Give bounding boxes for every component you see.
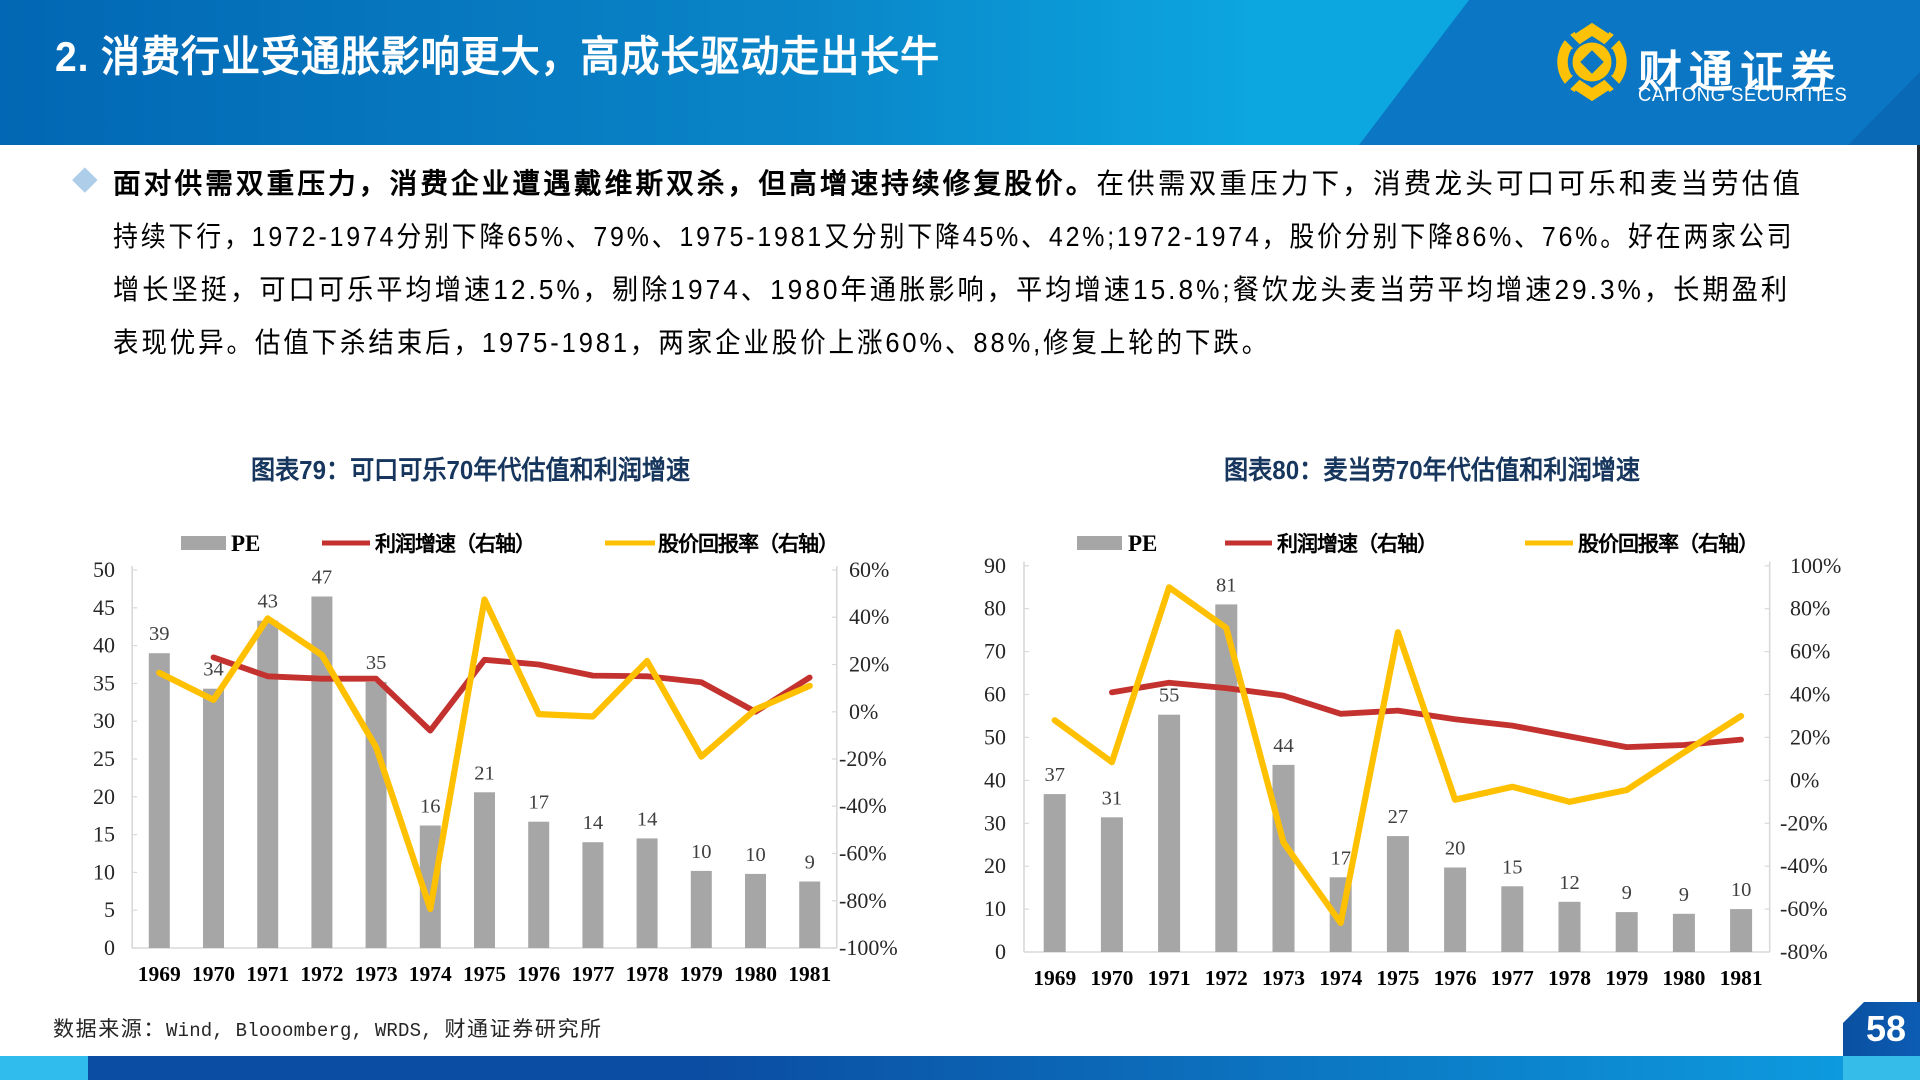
svg-text:1969: 1969	[1033, 966, 1076, 990]
svg-text:1975: 1975	[463, 962, 506, 986]
svg-text:1969: 1969	[138, 962, 181, 986]
svg-text:43: 43	[257, 591, 278, 613]
svg-text:1970: 1970	[192, 962, 235, 986]
svg-text:1974: 1974	[409, 962, 452, 986]
svg-text:14: 14	[583, 812, 604, 834]
svg-text:利润增速（右轴）: 利润增速（右轴）	[375, 532, 535, 556]
svg-text:1980: 1980	[1662, 966, 1705, 990]
svg-text:1979: 1979	[680, 962, 723, 986]
svg-text:1972: 1972	[1205, 966, 1248, 990]
svg-text:-20%: -20%	[839, 746, 887, 771]
svg-text:14: 14	[637, 808, 658, 830]
svg-text:35: 35	[93, 670, 115, 695]
svg-text:39: 39	[149, 623, 170, 645]
svg-text:17: 17	[528, 792, 549, 814]
svg-text:1971: 1971	[246, 962, 289, 986]
svg-text:1971: 1971	[1148, 966, 1191, 990]
svg-text:1975: 1975	[1376, 966, 1419, 990]
svg-text:-80%: -80%	[839, 888, 887, 913]
svg-text:1977: 1977	[571, 962, 614, 986]
svg-text:34: 34	[203, 659, 224, 681]
svg-text:1981: 1981	[788, 962, 831, 986]
svg-text:0: 0	[104, 935, 115, 960]
svg-text:35: 35	[366, 652, 387, 674]
svg-text:利润增速（右轴）: 利润增速（右轴）	[1277, 532, 1437, 556]
svg-text:1977: 1977	[1491, 966, 1534, 990]
svg-text:-60%: -60%	[839, 841, 887, 866]
svg-text:9: 9	[805, 852, 815, 874]
svg-text:9: 9	[1622, 882, 1632, 904]
svg-text:1978: 1978	[626, 962, 669, 986]
svg-text:1972: 1972	[300, 962, 343, 986]
svg-text:9: 9	[1679, 884, 1689, 906]
svg-text:47: 47	[312, 567, 333, 589]
svg-text:80: 80	[984, 596, 1006, 621]
svg-text:1970: 1970	[1090, 966, 1133, 990]
svg-text:-40%: -40%	[1780, 853, 1828, 878]
svg-text:20: 20	[93, 784, 115, 809]
svg-text:60: 60	[984, 682, 1006, 707]
svg-text:40%: 40%	[849, 604, 889, 629]
svg-text:60%: 60%	[849, 557, 889, 582]
svg-text:45: 45	[93, 595, 115, 620]
svg-text:1974: 1974	[1319, 966, 1362, 990]
svg-text:0%: 0%	[1790, 767, 1819, 792]
svg-text:-80%: -80%	[1780, 939, 1828, 964]
svg-text:37: 37	[1044, 764, 1065, 786]
svg-text:PE: PE	[231, 531, 260, 556]
svg-text:-20%: -20%	[1780, 810, 1828, 835]
svg-text:5: 5	[104, 897, 115, 922]
svg-text:81: 81	[1216, 574, 1237, 596]
svg-text:1978: 1978	[1548, 966, 1591, 990]
svg-text:PE: PE	[1128, 531, 1157, 556]
svg-text:16: 16	[420, 796, 441, 818]
svg-text:10: 10	[745, 844, 766, 866]
svg-text:40: 40	[984, 767, 1006, 792]
svg-text:90: 90	[984, 553, 1006, 578]
svg-text:1979: 1979	[1605, 966, 1648, 990]
svg-text:40%: 40%	[1790, 682, 1830, 707]
svg-text:12: 12	[1559, 872, 1580, 894]
svg-text:60%: 60%	[1790, 639, 1830, 664]
svg-text:27: 27	[1388, 806, 1409, 828]
svg-text:1976: 1976	[1434, 966, 1477, 990]
svg-text:100%: 100%	[1790, 553, 1841, 578]
svg-text:10: 10	[1731, 879, 1752, 901]
svg-text:15: 15	[93, 822, 115, 847]
svg-text:50: 50	[93, 557, 115, 582]
svg-text:40: 40	[93, 633, 115, 658]
svg-text:70: 70	[984, 639, 1006, 664]
svg-text:1981: 1981	[1720, 966, 1763, 990]
svg-text:25: 25	[93, 746, 115, 771]
svg-text:0%: 0%	[849, 699, 878, 724]
svg-text:44: 44	[1273, 735, 1294, 757]
svg-text:21: 21	[474, 762, 495, 784]
svg-text:50: 50	[984, 724, 1006, 749]
svg-text:1976: 1976	[517, 962, 560, 986]
svg-text:55: 55	[1159, 685, 1180, 707]
svg-text:10: 10	[93, 859, 115, 884]
svg-text:1973: 1973	[1262, 966, 1305, 990]
svg-text:0: 0	[995, 939, 1006, 964]
svg-text:-40%: -40%	[839, 793, 887, 818]
svg-text:80%: 80%	[1790, 596, 1830, 621]
svg-text:10: 10	[691, 841, 712, 863]
svg-text:20%: 20%	[849, 652, 889, 677]
svg-text:1980: 1980	[734, 962, 777, 986]
svg-text:20%: 20%	[1790, 724, 1830, 749]
svg-text:17: 17	[1330, 847, 1351, 869]
svg-text:15: 15	[1502, 856, 1523, 878]
svg-text:20: 20	[984, 853, 1006, 878]
svg-text:30: 30	[93, 708, 115, 733]
svg-text:-60%: -60%	[1780, 896, 1828, 921]
svg-text:31: 31	[1102, 787, 1123, 809]
svg-text:30: 30	[984, 810, 1006, 835]
svg-text:股价回报率（右轴）: 股价回报率（右轴）	[658, 532, 838, 556]
svg-text:10: 10	[984, 896, 1006, 921]
svg-text:-100%: -100%	[839, 935, 898, 960]
svg-text:股价回报率（右轴）: 股价回报率（右轴）	[1578, 532, 1758, 556]
svg-text:20: 20	[1445, 838, 1466, 860]
svg-text:1973: 1973	[355, 962, 398, 986]
